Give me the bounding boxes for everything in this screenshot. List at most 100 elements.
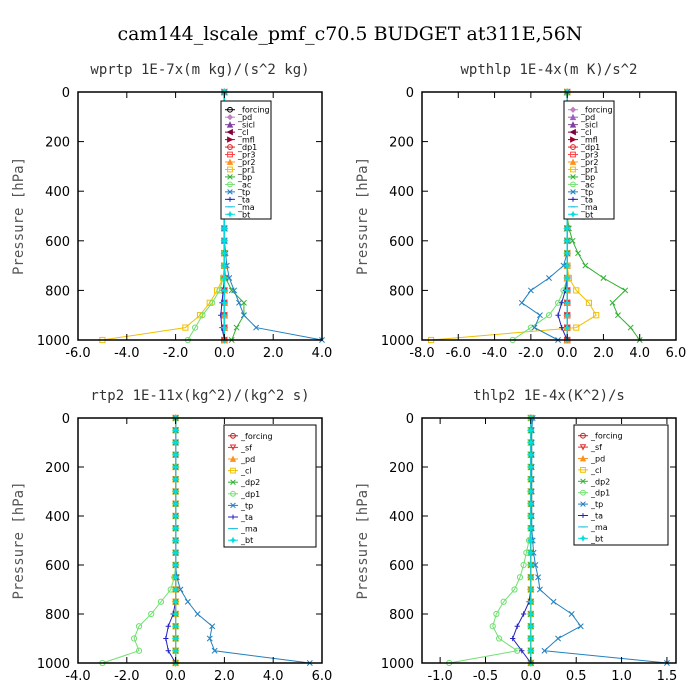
y-tick-label: 600	[45, 559, 70, 574]
data-point	[510, 635, 516, 642]
legend-marker	[230, 432, 236, 439]
panel-1: wprtp 1E-7x(m kg)/(s^2 kg) Pressure [hPa]…	[11, 62, 332, 361]
data-point	[536, 586, 543, 593]
data-point	[171, 463, 180, 471]
legend-label: _ac	[580, 180, 594, 189]
data-point	[148, 610, 155, 618]
legend-label: _ta	[237, 195, 250, 204]
y-tick-label: 600	[389, 559, 414, 574]
y-tick-label: 200	[389, 136, 414, 151]
data-point	[220, 261, 229, 270]
legend-marker	[570, 166, 576, 173]
plot-frame	[421, 91, 677, 341]
y-tick-label: 0	[62, 86, 70, 101]
data-point	[171, 622, 180, 631]
y-axis-label: Pressure [hPa]	[355, 157, 371, 275]
x-tick-label: -6.0	[446, 346, 471, 361]
data-point	[236, 299, 242, 306]
data-point	[520, 561, 527, 569]
legend-marker	[227, 144, 233, 150]
legend-label: _ta	[580, 195, 593, 204]
y-tick-label: 800	[389, 608, 414, 623]
panel-title: rtp2 1E-11x(kg^2)/(kg^2 s)	[90, 388, 309, 404]
data-point	[220, 298, 229, 307]
data-point	[163, 635, 169, 642]
legend-label: _bt	[240, 536, 253, 545]
legend-marker	[569, 106, 577, 113]
panel-title: wprtp 1E-7x(m kg)/(s^2 kg)	[90, 62, 309, 78]
legend-marker	[229, 536, 237, 544]
data-point	[609, 299, 616, 306]
x-tick-label: 4.0	[629, 346, 650, 361]
data-point	[563, 286, 572, 295]
legend-marker	[230, 514, 236, 520]
data-point	[171, 573, 180, 582]
legend-marker	[227, 166, 233, 173]
data-point	[171, 499, 180, 508]
legend-marker	[226, 210, 234, 218]
x-tick-label: 6.0	[666, 346, 687, 361]
legend-marker	[230, 490, 236, 497]
data-point	[240, 299, 247, 306]
data-point	[220, 274, 229, 282]
data-point	[573, 324, 580, 331]
legend-marker	[580, 501, 586, 507]
data-point	[165, 648, 171, 654]
legend-marker	[570, 144, 576, 150]
x-tick-label: -4.0	[65, 669, 90, 684]
legend-label: _cl	[240, 467, 252, 476]
data-point	[563, 274, 572, 282]
data-point	[526, 475, 535, 484]
data-point	[593, 312, 600, 319]
series-group	[99, 88, 325, 344]
legend-marker	[230, 467, 236, 474]
data-point	[535, 574, 542, 581]
legend-label: _pr3	[237, 151, 255, 160]
legend-marker	[570, 189, 576, 195]
data-point	[527, 324, 534, 331]
data-point	[194, 611, 201, 617]
legend-marker	[579, 534, 587, 542]
data-point	[569, 237, 576, 244]
x-tick-label: 4.0	[263, 669, 284, 684]
data-point	[135, 623, 143, 630]
legend-label: _dp2	[590, 477, 610, 486]
data-point	[171, 438, 180, 447]
data-point	[546, 275, 552, 281]
data-point	[209, 623, 216, 630]
legend-label: _cl	[590, 466, 602, 475]
x-tick-label: -2.0	[114, 669, 139, 684]
data-point	[526, 585, 535, 594]
legend: _forcing_pd_sicl_cl_mfl_dp1_pr3_pr2_pr1_…	[220, 100, 272, 220]
legend-label: _dp1	[240, 490, 260, 499]
figure-title: cam144_lscale_pmf_c70.5 BUDGET at311E,56…	[118, 23, 583, 45]
legend-marker	[226, 114, 234, 121]
legend-label: _mfl	[580, 136, 598, 145]
data-point	[526, 573, 535, 582]
data-point	[131, 635, 138, 642]
legend-marker	[580, 467, 586, 473]
legend-marker	[227, 189, 233, 195]
data-point	[577, 623, 584, 630]
plot-frame	[77, 91, 323, 341]
data-point	[526, 536, 535, 545]
data-point	[171, 524, 180, 533]
x-tick-label: 2.0	[593, 346, 614, 361]
legend-label: _ma	[240, 525, 258, 534]
x-tick-label: 0.0	[521, 669, 542, 684]
legend-marker	[226, 121, 234, 128]
legend-marker	[230, 502, 236, 509]
data-point	[496, 635, 503, 642]
legend-label: _tp	[590, 500, 603, 509]
data-point	[518, 299, 525, 306]
legend-label: _forcing	[237, 106, 270, 115]
legend-label: _bt	[580, 210, 593, 219]
data-point	[206, 635, 213, 642]
legend-marker	[579, 454, 587, 462]
y-tick-label: 200	[389, 461, 414, 476]
legend-label: _tp	[240, 501, 253, 510]
data-point	[171, 561, 180, 569]
data-point	[211, 647, 218, 654]
data-point	[500, 598, 507, 605]
